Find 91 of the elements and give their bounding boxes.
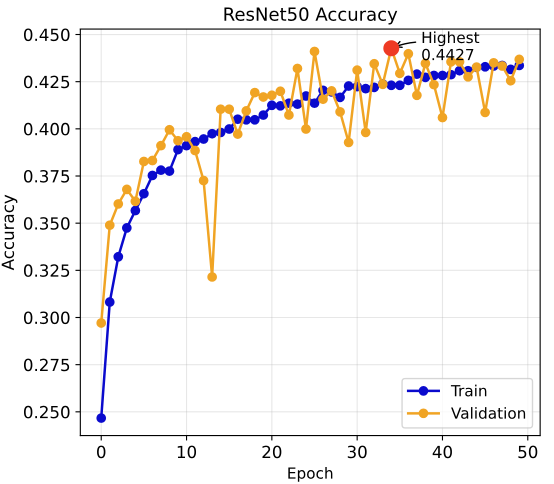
point xyxy=(480,62,490,72)
point xyxy=(216,104,226,114)
point xyxy=(480,108,490,118)
x-tick-label: 20 xyxy=(262,446,282,458)
point xyxy=(113,252,124,262)
point xyxy=(310,46,320,56)
point xyxy=(207,272,217,282)
point xyxy=(266,90,277,100)
point xyxy=(156,165,166,176)
y-axis-title: Accuracy xyxy=(2,194,18,270)
point xyxy=(148,170,158,180)
point xyxy=(164,124,174,135)
point xyxy=(292,64,302,74)
point xyxy=(130,206,140,216)
point xyxy=(352,65,362,76)
point xyxy=(360,84,371,94)
point xyxy=(139,188,149,199)
point xyxy=(104,220,115,230)
point xyxy=(207,128,217,139)
point xyxy=(224,124,234,134)
point xyxy=(488,58,499,68)
point xyxy=(224,104,234,114)
x-tick-label: 0 xyxy=(97,446,106,458)
point xyxy=(403,75,414,86)
point xyxy=(394,80,405,90)
y-tick-label: 0.250 xyxy=(24,406,70,418)
point xyxy=(130,196,140,206)
point xyxy=(104,297,115,307)
annotation: Highest 0.4427 xyxy=(422,31,480,60)
point xyxy=(463,72,473,82)
y-tick-label: 0.425 xyxy=(24,76,70,88)
point xyxy=(412,90,422,100)
point xyxy=(266,100,277,110)
y-tick-label: 0.450 xyxy=(24,28,70,42)
point xyxy=(514,54,524,64)
point xyxy=(122,184,132,194)
point xyxy=(250,88,260,98)
point xyxy=(318,94,328,104)
point xyxy=(335,92,345,102)
point xyxy=(386,80,396,90)
point xyxy=(258,92,268,102)
point xyxy=(164,166,174,176)
point xyxy=(241,106,252,116)
x-tick-label: 40 xyxy=(432,446,452,458)
point xyxy=(276,100,286,111)
point xyxy=(344,138,354,148)
chart-title: ResNet50 Accuracy xyxy=(224,7,398,24)
point xyxy=(438,70,448,80)
point xyxy=(190,146,200,156)
y-tick-label: 0.275 xyxy=(24,358,70,372)
point xyxy=(276,86,286,96)
point xyxy=(403,48,414,59)
point xyxy=(250,114,260,125)
y-tick-label: 0.325 xyxy=(24,264,70,277)
point xyxy=(344,81,354,91)
point xyxy=(258,110,268,120)
point xyxy=(96,413,106,423)
point xyxy=(113,199,124,209)
point xyxy=(301,124,311,134)
point xyxy=(394,68,405,78)
legend-label: Train xyxy=(450,384,486,396)
y-tick-label: 0.375 xyxy=(24,170,70,183)
y-tick-label: 0.400 xyxy=(24,122,70,136)
point xyxy=(284,110,294,120)
x-tick-label: 30 xyxy=(348,446,367,458)
y-tick-label: 0.350 xyxy=(24,217,70,230)
point xyxy=(429,80,439,90)
point xyxy=(96,318,106,328)
point xyxy=(232,129,243,139)
point xyxy=(335,107,345,117)
point xyxy=(182,132,192,142)
point xyxy=(438,112,448,122)
x-tick-label: 10 xyxy=(178,446,196,458)
point xyxy=(139,156,149,166)
point xyxy=(383,40,400,56)
point xyxy=(310,98,320,108)
point xyxy=(369,58,380,69)
point xyxy=(292,99,302,109)
y-tick-label: 0.300 xyxy=(24,311,70,324)
x-tick-label: 50 xyxy=(518,446,538,458)
point xyxy=(148,156,158,166)
point xyxy=(360,128,371,138)
point xyxy=(198,176,208,186)
point xyxy=(122,223,132,233)
x-axis-title: Epoch xyxy=(288,467,332,482)
legend-label: Validation xyxy=(451,407,526,419)
point xyxy=(173,136,183,146)
point xyxy=(506,76,516,86)
point xyxy=(156,140,166,150)
point xyxy=(173,144,183,154)
point xyxy=(198,134,208,144)
